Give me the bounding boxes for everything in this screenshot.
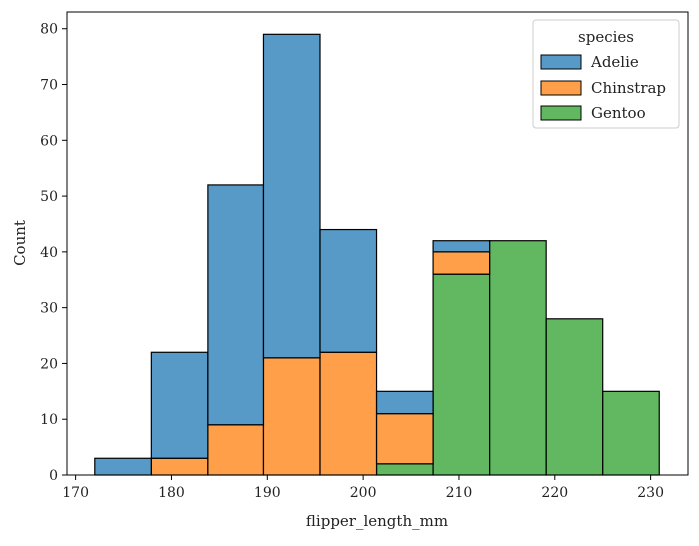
- bars-group: [94, 33, 660, 476]
- bar-chinstrap-bin-3: [262, 357, 321, 476]
- x-tick-label: 210: [446, 485, 473, 501]
- bar-adelie-bin-2: [207, 184, 265, 426]
- y-tick-label: 30: [40, 301, 58, 317]
- y-tick-label: 10: [40, 412, 58, 428]
- y-tick-label: 20: [40, 356, 58, 372]
- y-tick-label: 60: [40, 133, 58, 149]
- bar-adelie-bin-3: [262, 33, 321, 359]
- legend-title: species: [578, 28, 634, 46]
- legend: species Adelie Chinstrap Gentoo: [532, 19, 680, 129]
- y-tick-label: 40: [40, 245, 58, 261]
- x-tick-label: 170: [62, 485, 89, 501]
- y-axis-label: Count: [11, 220, 29, 266]
- x-axis-ticks: 170 180 190 200 210 220 230: [62, 475, 664, 501]
- bar-chinstrap-bin-1: [150, 457, 209, 476]
- bar-chinstrap-bin-5: [375, 413, 434, 465]
- legend-swatch-gentoo: [540, 105, 582, 121]
- x-tick-label: 180: [158, 485, 185, 501]
- legend-box: [532, 19, 680, 129]
- bar-gentoo-bin-8: [545, 318, 604, 476]
- legend-label-chinstrap: Chinstrap: [591, 79, 666, 97]
- x-axis-label: flipper_length_mm: [306, 512, 448, 530]
- plot-frame: [66, 11, 689, 476]
- x-tick-label: 200: [350, 485, 377, 501]
- bar-chinstrap-bin-6: [432, 251, 491, 275]
- x-tick-label: 220: [541, 485, 568, 501]
- y-tick-label: 70: [40, 78, 58, 94]
- legend-swatch-adelie: [540, 54, 582, 70]
- bar-gentoo-bin-9: [602, 390, 660, 476]
- bar-adelie-bin-6: [432, 240, 491, 253]
- bar-gentoo-bin-5: [375, 463, 434, 476]
- bar-gentoo-bin-7: [489, 240, 547, 476]
- bar-chinstrap-bin-4: [319, 351, 378, 476]
- bar-chinstrap-bin-2: [207, 424, 265, 476]
- y-axis-ticks: 0 10 20 30 40 50 60 70 80: [40, 22, 67, 484]
- bar-adelie-bin-5: [375, 390, 434, 415]
- bar-adelie-bin-1: [150, 351, 209, 459]
- bar-adelie-bin-0: [94, 457, 152, 476]
- y-tick-label: 80: [40, 22, 58, 38]
- x-tick-label: 230: [637, 485, 664, 501]
- legend-swatch-chinstrap: [540, 80, 582, 96]
- legend-label-gentoo: Gentoo: [591, 104, 646, 122]
- x-tick-label: 190: [254, 485, 281, 501]
- bar-gentoo-bin-6: [432, 273, 491, 476]
- bar-adelie-bin-4: [319, 228, 378, 353]
- y-tick-label: 50: [40, 189, 58, 205]
- y-tick-label: 0: [49, 468, 58, 484]
- legend-label-adelie: Adelie: [590, 53, 639, 71]
